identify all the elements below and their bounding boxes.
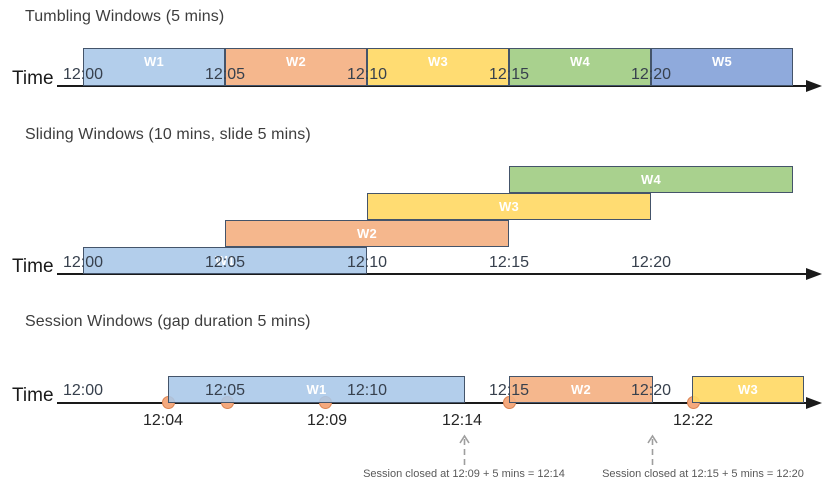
window-label: W1	[214, 253, 236, 268]
session-window-w1: W1	[168, 376, 465, 403]
session-section-title: Session Windows (gap duration 5 mins)	[25, 313, 311, 330]
sliding-tick-1215: 12:15	[488, 254, 530, 271]
dashed-up-arrow-icon	[459, 434, 470, 466]
tumbling-window-w1: W1	[83, 48, 225, 86]
event-time-1214: 12:14	[441, 412, 483, 429]
window-label: W5	[711, 54, 733, 69]
tumbling-window-w3: W3	[367, 48, 509, 86]
session-tick-1200: 12:00	[62, 382, 104, 399]
event-time-1222: 12:22	[672, 412, 714, 429]
sliding-window-w1: W1	[83, 247, 367, 274]
tumbling-tick-1205: 12:05	[204, 66, 246, 83]
session-timeline	[57, 402, 808, 404]
session-tick-1205: 12:05	[204, 382, 246, 399]
event-time-1204: 12:04	[142, 412, 184, 429]
sliding-tick-1205: 12:05	[204, 254, 246, 271]
session-tick-1210: 12:10	[346, 382, 388, 399]
event-time-1209: 12:09	[306, 412, 348, 429]
session-window-w2: W2	[509, 376, 653, 403]
window-label: W4	[569, 54, 591, 69]
dashed-up-arrow-icon	[647, 434, 658, 466]
tumbling-window-w2: W2	[225, 48, 367, 86]
tumbling-window-w4: W4	[509, 48, 651, 86]
window-label: W2	[285, 54, 307, 69]
tumbling-timeline-arrowhead-icon	[806, 80, 822, 92]
window-label: W4	[640, 172, 662, 187]
sliding-section-title: Sliding Windows (10 mins, slide 5 mins)	[25, 126, 311, 143]
session-closed-annotation-2: Session closed at 12:15 + 5 mins = 12:20	[602, 468, 804, 480]
sliding-tick-1210: 12:10	[346, 254, 388, 271]
tumbling-time-axis-label: Time	[12, 68, 54, 89]
window-label: W2	[356, 226, 378, 241]
tumbling-tick-1200: 12:00	[62, 66, 104, 83]
window-label: W3	[498, 199, 520, 214]
sliding-timeline	[57, 273, 808, 275]
window-label: W3	[427, 54, 449, 69]
window-label: W3	[737, 382, 759, 397]
session-tick-1220: 12:20	[630, 382, 672, 399]
sliding-timeline-arrowhead-icon	[806, 268, 822, 280]
session-time-axis-label: Time	[12, 385, 54, 406]
session-tick-1215: 12:15	[488, 382, 530, 399]
tumbling-timeline	[57, 85, 808, 87]
sliding-tick-1200: 12:00	[62, 254, 104, 271]
sliding-window-w3: W3	[367, 193, 651, 220]
sliding-window-w2: W2	[225, 220, 509, 247]
window-label: W1	[143, 54, 165, 69]
sliding-window-w4: W4	[509, 166, 793, 193]
tumbling-tick-1210: 12:10	[346, 66, 388, 83]
tumbling-tick-1220: 12:20	[630, 66, 672, 83]
tumbling-section-title: Tumbling Windows (5 mins)	[25, 8, 225, 25]
window-label: W2	[570, 382, 592, 397]
session-timeline-arrowhead-icon	[806, 397, 822, 409]
session-window-w3: W3	[692, 376, 804, 403]
session-closed-annotation-1: Session closed at 12:09 + 5 mins = 12:14	[363, 468, 565, 480]
sliding-time-axis-label: Time	[12, 256, 54, 277]
window-label: W1	[306, 382, 327, 397]
tumbling-window-w5: W5	[651, 48, 793, 86]
tumbling-tick-1215: 12:15	[488, 66, 530, 83]
sliding-tick-1220: 12:20	[630, 254, 672, 271]
